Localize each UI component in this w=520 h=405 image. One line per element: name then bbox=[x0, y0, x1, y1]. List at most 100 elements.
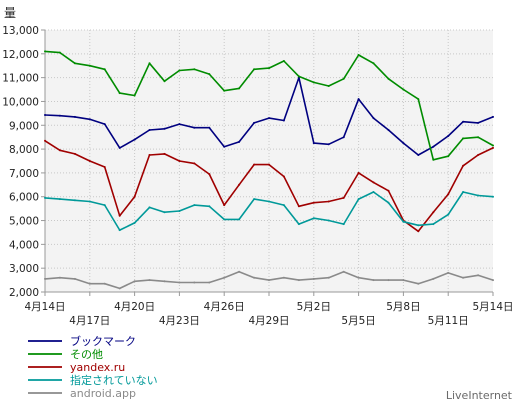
y-tick-label: 2,000 bbox=[9, 287, 39, 299]
x-tick-label: 4月29日 bbox=[248, 315, 289, 327]
data-point bbox=[73, 62, 76, 65]
data-point bbox=[372, 191, 375, 193]
data-point bbox=[148, 62, 151, 65]
y-tick-label: 6,000 bbox=[9, 192, 39, 204]
data-point bbox=[223, 89, 226, 92]
x-tick-label: 5月5日 bbox=[341, 315, 375, 327]
x-tick-label: 4月26日 bbox=[204, 301, 245, 313]
legend-label: android.app bbox=[70, 387, 136, 400]
data-point bbox=[118, 229, 121, 232]
x-tick-label: 5月11日 bbox=[428, 315, 469, 327]
data-point bbox=[342, 196, 345, 199]
data-point bbox=[58, 149, 61, 152]
data-point bbox=[253, 163, 256, 166]
data-point bbox=[447, 213, 450, 216]
data-point bbox=[88, 200, 91, 203]
data-point bbox=[163, 211, 166, 214]
data-point bbox=[342, 136, 345, 139]
data-point bbox=[58, 276, 61, 279]
data-point bbox=[163, 80, 166, 83]
data-point bbox=[58, 51, 61, 54]
data-point bbox=[447, 193, 450, 196]
y-tick-label: 11,000 bbox=[2, 73, 39, 85]
data-point bbox=[268, 163, 270, 166]
data-point bbox=[44, 114, 46, 116]
data-point bbox=[282, 175, 285, 178]
data-point bbox=[342, 223, 345, 226]
data-point bbox=[88, 282, 91, 285]
data-point bbox=[462, 164, 465, 167]
data-point bbox=[327, 219, 330, 222]
data-point bbox=[282, 60, 285, 62]
data-point bbox=[492, 115, 494, 118]
data-point bbox=[477, 194, 480, 197]
data-point bbox=[282, 204, 285, 207]
data-point bbox=[44, 139, 46, 142]
data-point bbox=[432, 145, 435, 148]
data-point bbox=[208, 205, 211, 208]
data-point bbox=[103, 123, 106, 126]
data-point bbox=[44, 196, 46, 199]
series-5 bbox=[44, 270, 494, 290]
x-tick-label: 5月14日 bbox=[472, 301, 513, 313]
data-point bbox=[73, 199, 76, 202]
x-tick-label: 4月20日 bbox=[114, 301, 155, 313]
data-point bbox=[73, 115, 76, 118]
data-point bbox=[44, 277, 46, 280]
data-point bbox=[238, 87, 241, 90]
data-point bbox=[148, 279, 151, 282]
data-point bbox=[357, 171, 360, 174]
data-point bbox=[387, 77, 390, 80]
y-tick-label: 13,000 bbox=[2, 25, 39, 37]
data-point bbox=[312, 277, 315, 280]
data-point bbox=[357, 54, 360, 56]
data-point bbox=[417, 224, 420, 227]
data-point bbox=[238, 140, 241, 143]
data-point bbox=[103, 204, 106, 207]
data-point bbox=[193, 281, 196, 284]
data-point bbox=[432, 223, 435, 226]
data-point bbox=[492, 195, 494, 198]
data-point bbox=[417, 154, 420, 156]
legend-label: ブックマーク bbox=[70, 334, 136, 348]
legend-label: その他 bbox=[70, 348, 103, 361]
data-point bbox=[387, 279, 390, 282]
data-point bbox=[103, 166, 106, 168]
data-point bbox=[417, 282, 420, 285]
data-point bbox=[432, 158, 435, 161]
data-point bbox=[387, 129, 390, 131]
legend-item: ブックマーク bbox=[28, 334, 136, 348]
data-point bbox=[253, 198, 256, 201]
data-point bbox=[327, 143, 330, 146]
data-point bbox=[238, 218, 241, 221]
data-point bbox=[477, 154, 480, 156]
data-point bbox=[297, 75, 300, 78]
data-point bbox=[208, 126, 211, 129]
data-point bbox=[163, 280, 166, 283]
data-point bbox=[342, 270, 345, 273]
y-tick-label: 5,000 bbox=[9, 216, 39, 228]
data-point bbox=[178, 69, 181, 72]
data-point bbox=[312, 81, 315, 84]
data-point bbox=[223, 218, 226, 221]
data-point bbox=[268, 67, 270, 70]
data-point bbox=[193, 126, 196, 129]
data-point bbox=[238, 270, 241, 273]
data-point bbox=[417, 98, 420, 101]
data-point bbox=[372, 181, 375, 184]
data-point bbox=[432, 277, 435, 280]
data-point bbox=[133, 280, 136, 283]
legend-item: その他 bbox=[28, 348, 103, 361]
data-point bbox=[492, 144, 494, 147]
data-point bbox=[148, 206, 151, 209]
data-point bbox=[297, 279, 300, 282]
y-tick-label: 3,000 bbox=[9, 263, 39, 275]
data-point bbox=[462, 120, 465, 123]
data-point bbox=[387, 201, 390, 204]
watermark: LiveInternet bbox=[446, 389, 513, 402]
y-axis-label: 量 bbox=[4, 6, 16, 20]
data-point bbox=[327, 85, 330, 87]
x-tick-label: 4月23日 bbox=[159, 315, 200, 327]
data-point bbox=[387, 189, 390, 192]
